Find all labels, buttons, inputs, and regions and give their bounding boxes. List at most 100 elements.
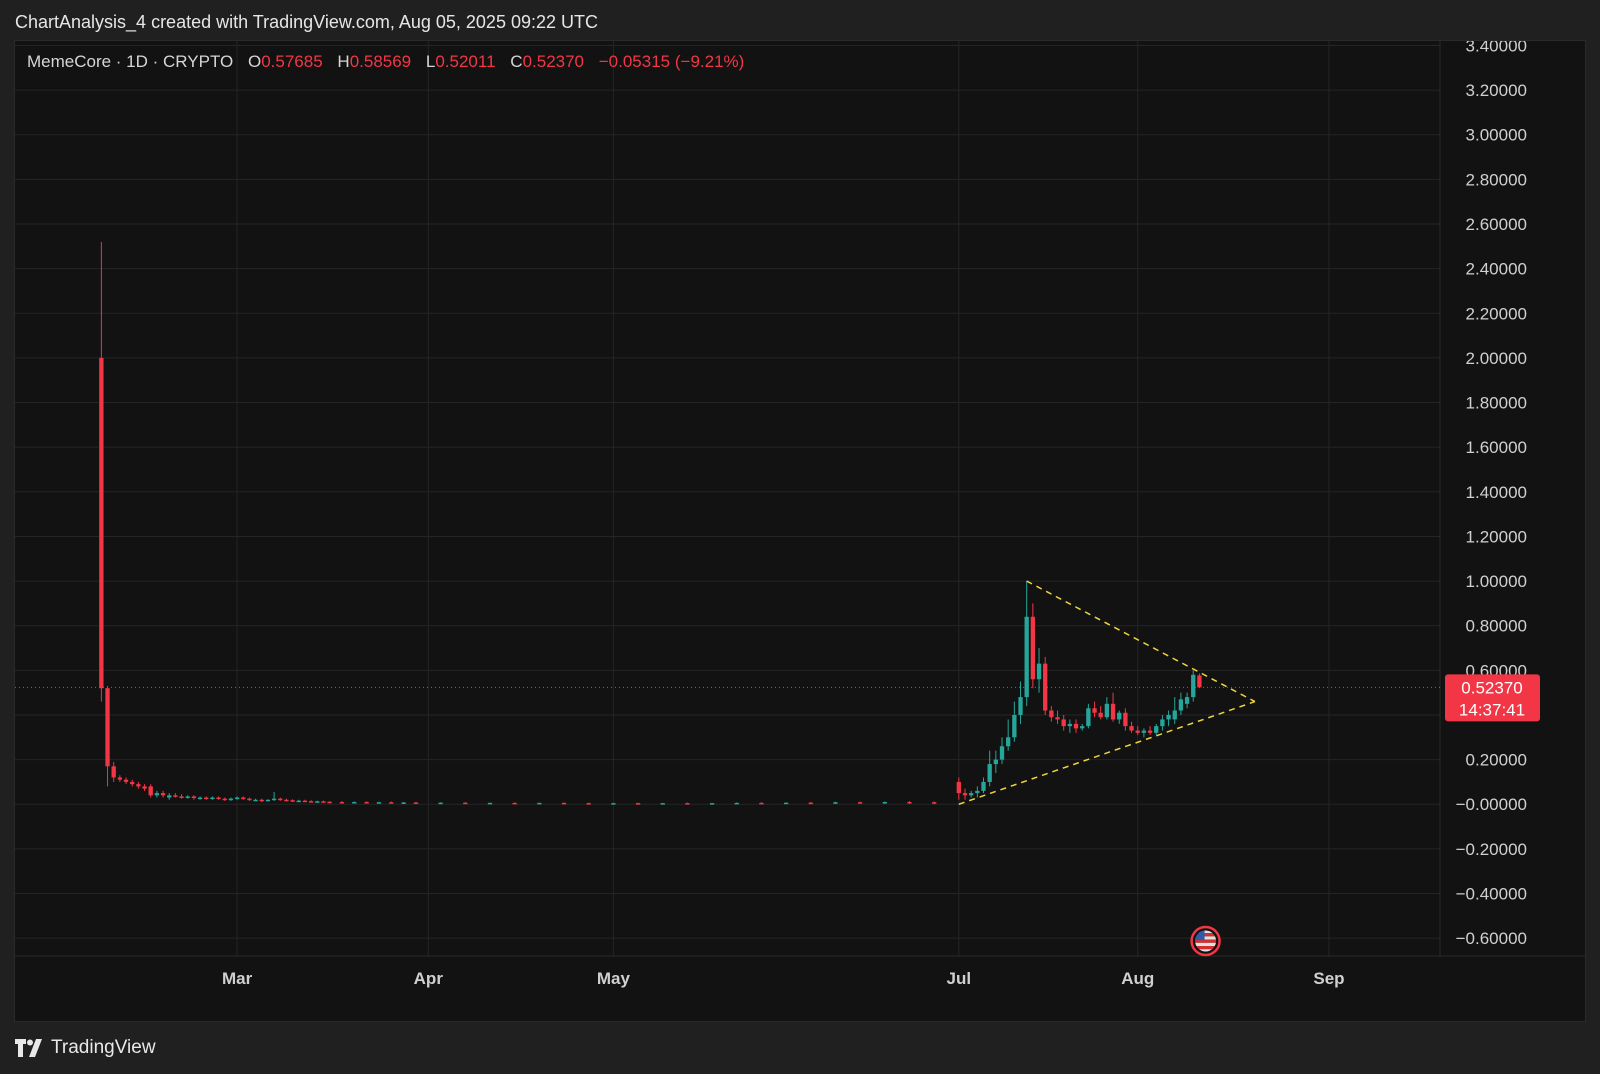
- candle: [234, 796, 240, 800]
- us-flag-icon[interactable]: [1190, 925, 1221, 957]
- candle: [278, 797, 283, 801]
- candle-body: [315, 801, 320, 803]
- candle: [271, 791, 277, 801]
- candle-body: [1018, 697, 1023, 715]
- candle-body: [512, 802, 517, 805]
- candle-body: [1012, 714, 1017, 738]
- candlestick-chart[interactable]: 3.40000 3.20000 3.00000 2.80000 2.60000 2.400…: [15, 41, 1585, 1021]
- candle: [1110, 692, 1116, 722]
- bar-countdown: 14:37:41: [1459, 700, 1525, 719]
- candle-body: [364, 802, 369, 804]
- candle: [302, 799, 308, 803]
- candle-body: [1098, 712, 1103, 718]
- candle: [413, 802, 419, 804]
- candle-body: [352, 802, 357, 804]
- candle-body: [1043, 663, 1048, 711]
- flag-stripes: [1195, 930, 1217, 952]
- price-tick-label: 3.00000: [1466, 126, 1527, 145]
- candle: [1061, 714, 1066, 731]
- candle-body: [1049, 710, 1054, 718]
- candle-body: [1067, 723, 1073, 727]
- candle-body: [1006, 737, 1011, 747]
- candle: [981, 777, 986, 794]
- candle-body: [265, 799, 271, 802]
- candle-body: [981, 781, 986, 791]
- candle-body: [487, 802, 493, 805]
- chart-area[interactable]: 3.40000 3.20000 3.00000 2.80000 2.60000 2.400…: [14, 40, 1586, 1022]
- candle-body: [1030, 616, 1036, 680]
- candle-body: [1086, 708, 1091, 727]
- candle: [1117, 710, 1122, 724]
- candle: [734, 802, 739, 805]
- candle-body: [160, 793, 166, 796]
- symbol-legend[interactable]: MemeCore · 1D · CRYPTO O0.57685 H0.58569…: [27, 52, 744, 72]
- candle-body: [759, 802, 764, 805]
- candle-body: [1197, 675, 1202, 688]
- triangle-trendlines: [958, 580, 1256, 805]
- candle-body: [685, 803, 690, 805]
- candle: [1024, 581, 1029, 707]
- candle-body: [308, 801, 314, 803]
- candle: [759, 802, 764, 805]
- candle-body: [999, 746, 1005, 760]
- candle: [1018, 681, 1023, 724]
- candle-body: [987, 764, 992, 782]
- candle: [969, 790, 974, 798]
- candle-body: [302, 800, 308, 803]
- price-tick-label: −0.60000: [1456, 929, 1527, 948]
- candle-body: [278, 798, 283, 801]
- price-axis-labels: 3.40000 3.20000 3.00000 2.80000 2.60000 2.400…: [1456, 41, 1527, 948]
- candle-body: [882, 802, 887, 804]
- candle-body: [1166, 714, 1171, 720]
- candle: [783, 802, 789, 805]
- candle: [376, 801, 382, 804]
- candle-body: [561, 802, 567, 805]
- candle-body: [148, 786, 153, 796]
- candle: [216, 796, 221, 800]
- candle: [487, 802, 493, 805]
- candle-body: [709, 803, 715, 805]
- low-value: 0.52011: [435, 52, 496, 71]
- candle: [228, 797, 234, 801]
- candle: [296, 799, 301, 803]
- candle-body: [228, 798, 234, 801]
- candle-body: [1036, 663, 1042, 680]
- candle-body: [611, 803, 616, 805]
- candle-body: [259, 799, 264, 802]
- candle-body: [413, 802, 419, 804]
- candle-body: [123, 779, 129, 782]
- candle-body: [142, 786, 147, 789]
- candle: [364, 801, 369, 804]
- tradingview-logo-icon: [15, 1039, 42, 1057]
- candle: [512, 802, 517, 805]
- price-tick-label: 3.40000: [1466, 41, 1527, 55]
- candle: [167, 793, 172, 800]
- price-tick-label: 1.00000: [1466, 572, 1527, 591]
- candle-body: [1055, 717, 1060, 720]
- candle-body: [857, 802, 863, 804]
- candle: [265, 799, 271, 802]
- candle-body: [389, 802, 394, 804]
- candle: [463, 802, 468, 805]
- candle: [136, 781, 141, 789]
- candle: [148, 784, 153, 798]
- candle: [685, 802, 690, 805]
- price-tick-label: 2.60000: [1466, 215, 1527, 234]
- price-tick-label: 2.40000: [1466, 260, 1527, 279]
- candle-body: [204, 797, 209, 800]
- price-tick-label: 2.20000: [1466, 304, 1527, 323]
- candle: [975, 786, 980, 798]
- candle: [105, 685, 110, 787]
- candle: [1067, 719, 1073, 733]
- tradingview-footer[interactable]: TradingView: [15, 1037, 156, 1059]
- candle-body: [1160, 719, 1165, 727]
- candle: [308, 800, 314, 803]
- candle-body: [1080, 726, 1085, 729]
- candle-body: [1135, 730, 1140, 733]
- symbol-name[interactable]: MemeCore · 1D · CRYPTO: [27, 52, 234, 71]
- candle: [1036, 648, 1042, 693]
- candle-body: [1184, 697, 1190, 704]
- candle-body: [154, 793, 160, 796]
- candle: [857, 801, 863, 804]
- candle-body: [1178, 699, 1184, 711]
